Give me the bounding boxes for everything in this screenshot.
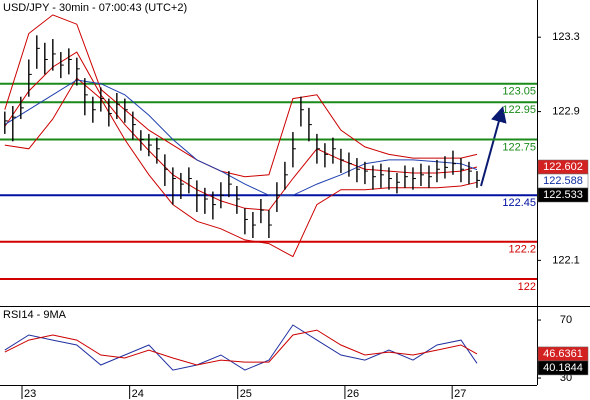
level-label: 123.05 xyxy=(502,86,536,98)
x-tick-label: 24 xyxy=(132,388,144,400)
y-tick-label: 122.1 xyxy=(552,254,580,266)
level-label: 122.45 xyxy=(502,197,536,209)
level-label: 122.75 xyxy=(502,141,536,153)
trend-arrow xyxy=(480,106,507,187)
level-label: 122.2 xyxy=(508,244,536,256)
x-tick-label: 26 xyxy=(347,388,359,400)
last-value-box xyxy=(537,187,589,203)
indicator-line xyxy=(4,14,478,178)
last-value-box xyxy=(537,360,589,376)
y-tick-label: 122.9 xyxy=(552,105,580,117)
y-tick-label: 123.3 xyxy=(552,31,580,43)
chart-title: USD/JPY - 30min - 07:00:43 (UTC+2) xyxy=(3,2,187,14)
level-label: 122.95 xyxy=(502,104,536,116)
y-tick-label: 70 xyxy=(560,314,572,326)
last-value-label: 122.588 xyxy=(543,175,583,187)
last-value-label: 122.533 xyxy=(543,189,583,201)
last-value-label: 122.602 xyxy=(543,161,583,173)
rsi-title: RSI14 - 9MA xyxy=(3,309,67,321)
last-value-label: 46.6361 xyxy=(543,348,583,360)
x-tick-label: 25 xyxy=(240,388,252,400)
last-value-label: 40.1844 xyxy=(543,362,583,374)
rsi-line xyxy=(4,329,478,366)
level-label: 122 xyxy=(518,281,536,293)
rsi-line xyxy=(4,324,478,371)
x-tick-label: 27 xyxy=(454,388,466,400)
x-tick-label: 23 xyxy=(24,388,36,400)
